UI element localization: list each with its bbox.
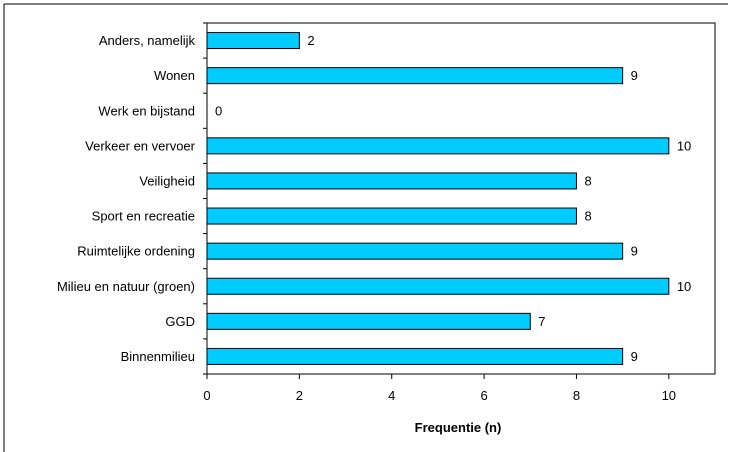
bar	[206, 207, 577, 225]
category-label: Ruimtelijke ordening	[77, 244, 195, 259]
category-label: Verkeer en vervoer	[85, 138, 196, 153]
category-label: Anders, namelijk	[99, 33, 196, 48]
bar	[206, 172, 577, 190]
x-tick-label: 10	[662, 388, 676, 403]
bar-value-label: 9	[631, 68, 638, 83]
bar-value-label: 0	[215, 103, 222, 118]
x-tick-label: 0	[203, 388, 210, 403]
bar-value-label: 9	[631, 349, 638, 364]
bar-value-label: 8	[584, 173, 591, 188]
bar	[206, 312, 531, 330]
bar-value-label: 8	[584, 209, 591, 224]
bar	[206, 67, 624, 85]
x-tick-label: 6	[480, 388, 487, 403]
x-tick-label: 2	[296, 388, 303, 403]
bar-value-label: 9	[631, 244, 638, 259]
bar-value-label: 10	[677, 138, 691, 153]
bar-value-label: 10	[677, 279, 691, 294]
category-label: Milieu en natuur (groen)	[57, 279, 195, 294]
category-label: Binnenmilieu	[121, 349, 195, 364]
bar	[206, 347, 624, 365]
category-label: GGD	[165, 314, 195, 329]
bar-value-label: 2	[307, 33, 314, 48]
bar	[206, 32, 300, 50]
bar	[206, 137, 670, 155]
x-tick-label: 4	[388, 388, 395, 403]
category-label: Werk en bijstand	[98, 103, 195, 118]
x-axis-title: Frequentie (n)	[415, 420, 502, 435]
category-label: Sport en recreatie	[92, 209, 195, 224]
x-tick-label: 8	[573, 388, 580, 403]
category-label: Wonen	[154, 68, 195, 83]
category-label: Veiligheid	[139, 173, 195, 188]
bar-value-label: 7	[538, 314, 545, 329]
bar	[206, 242, 624, 260]
bar	[206, 277, 670, 295]
